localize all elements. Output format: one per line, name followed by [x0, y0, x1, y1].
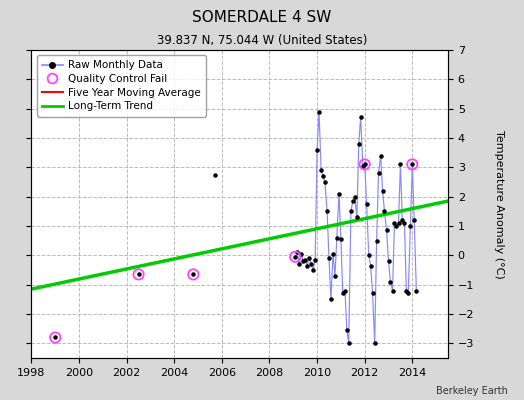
Point — [351, 194, 359, 200]
Point — [299, 258, 308, 264]
Point — [134, 271, 143, 278]
Point — [315, 108, 323, 115]
Point — [51, 334, 59, 341]
Point — [309, 267, 317, 273]
Point — [339, 290, 347, 297]
Point — [337, 236, 345, 242]
Point — [396, 161, 405, 168]
Point — [402, 287, 411, 294]
Point — [317, 167, 325, 174]
Point — [406, 223, 414, 229]
Legend: Raw Monthly Data, Quality Control Fail, Five Year Moving Average, Long-Term Tren: Raw Monthly Data, Quality Control Fail, … — [37, 55, 206, 116]
Point — [408, 161, 417, 168]
Point — [295, 261, 303, 267]
Point — [358, 163, 367, 169]
Point — [361, 161, 369, 168]
Point — [347, 208, 355, 214]
Point — [388, 287, 397, 294]
Point — [386, 278, 395, 285]
Text: Berkeley Earth: Berkeley Earth — [436, 386, 508, 396]
Point — [333, 234, 341, 241]
Point — [353, 214, 361, 220]
Y-axis label: Temperature Anomaly (°C): Temperature Anomaly (°C) — [494, 130, 504, 278]
Point — [368, 290, 377, 297]
Point — [189, 271, 198, 278]
Point — [370, 340, 379, 346]
Point — [307, 261, 315, 267]
Point — [331, 273, 339, 279]
Point — [291, 254, 299, 260]
Point — [325, 255, 333, 262]
Point — [51, 334, 59, 341]
Point — [400, 220, 409, 226]
Point — [384, 258, 392, 264]
Point — [326, 296, 335, 302]
Point — [313, 146, 321, 153]
Point — [380, 208, 389, 214]
Point — [319, 173, 328, 179]
Point — [189, 271, 198, 278]
Point — [378, 188, 387, 194]
Point — [361, 161, 369, 168]
Point — [311, 256, 320, 263]
Point — [211, 172, 219, 178]
Point — [305, 255, 313, 262]
Point — [291, 254, 299, 260]
Point — [363, 201, 371, 207]
Point — [374, 170, 383, 176]
Point — [134, 271, 143, 278]
Point — [412, 287, 421, 294]
Point — [376, 152, 385, 159]
Point — [301, 256, 309, 263]
Point — [398, 217, 407, 223]
Text: SOMERDALE 4 SW: SOMERDALE 4 SW — [192, 10, 332, 25]
Point — [348, 198, 357, 204]
Point — [297, 251, 305, 257]
Point — [329, 251, 337, 257]
Point — [373, 238, 381, 244]
Point — [303, 262, 311, 269]
Point — [408, 161, 417, 168]
Point — [395, 220, 403, 226]
Point — [321, 179, 329, 185]
Point — [355, 141, 363, 147]
Point — [335, 190, 343, 197]
Point — [365, 252, 373, 258]
Point — [323, 208, 331, 214]
Point — [383, 227, 391, 234]
Text: 39.837 N, 75.044 W (United States): 39.837 N, 75.044 W (United States) — [157, 34, 367, 47]
Point — [390, 220, 399, 226]
Point — [404, 290, 412, 297]
Point — [410, 217, 418, 223]
Point — [293, 249, 301, 256]
Point — [345, 340, 353, 346]
Point — [356, 114, 365, 121]
Point — [366, 262, 375, 269]
Point — [341, 287, 349, 294]
Point — [392, 223, 400, 229]
Point — [343, 327, 351, 333]
